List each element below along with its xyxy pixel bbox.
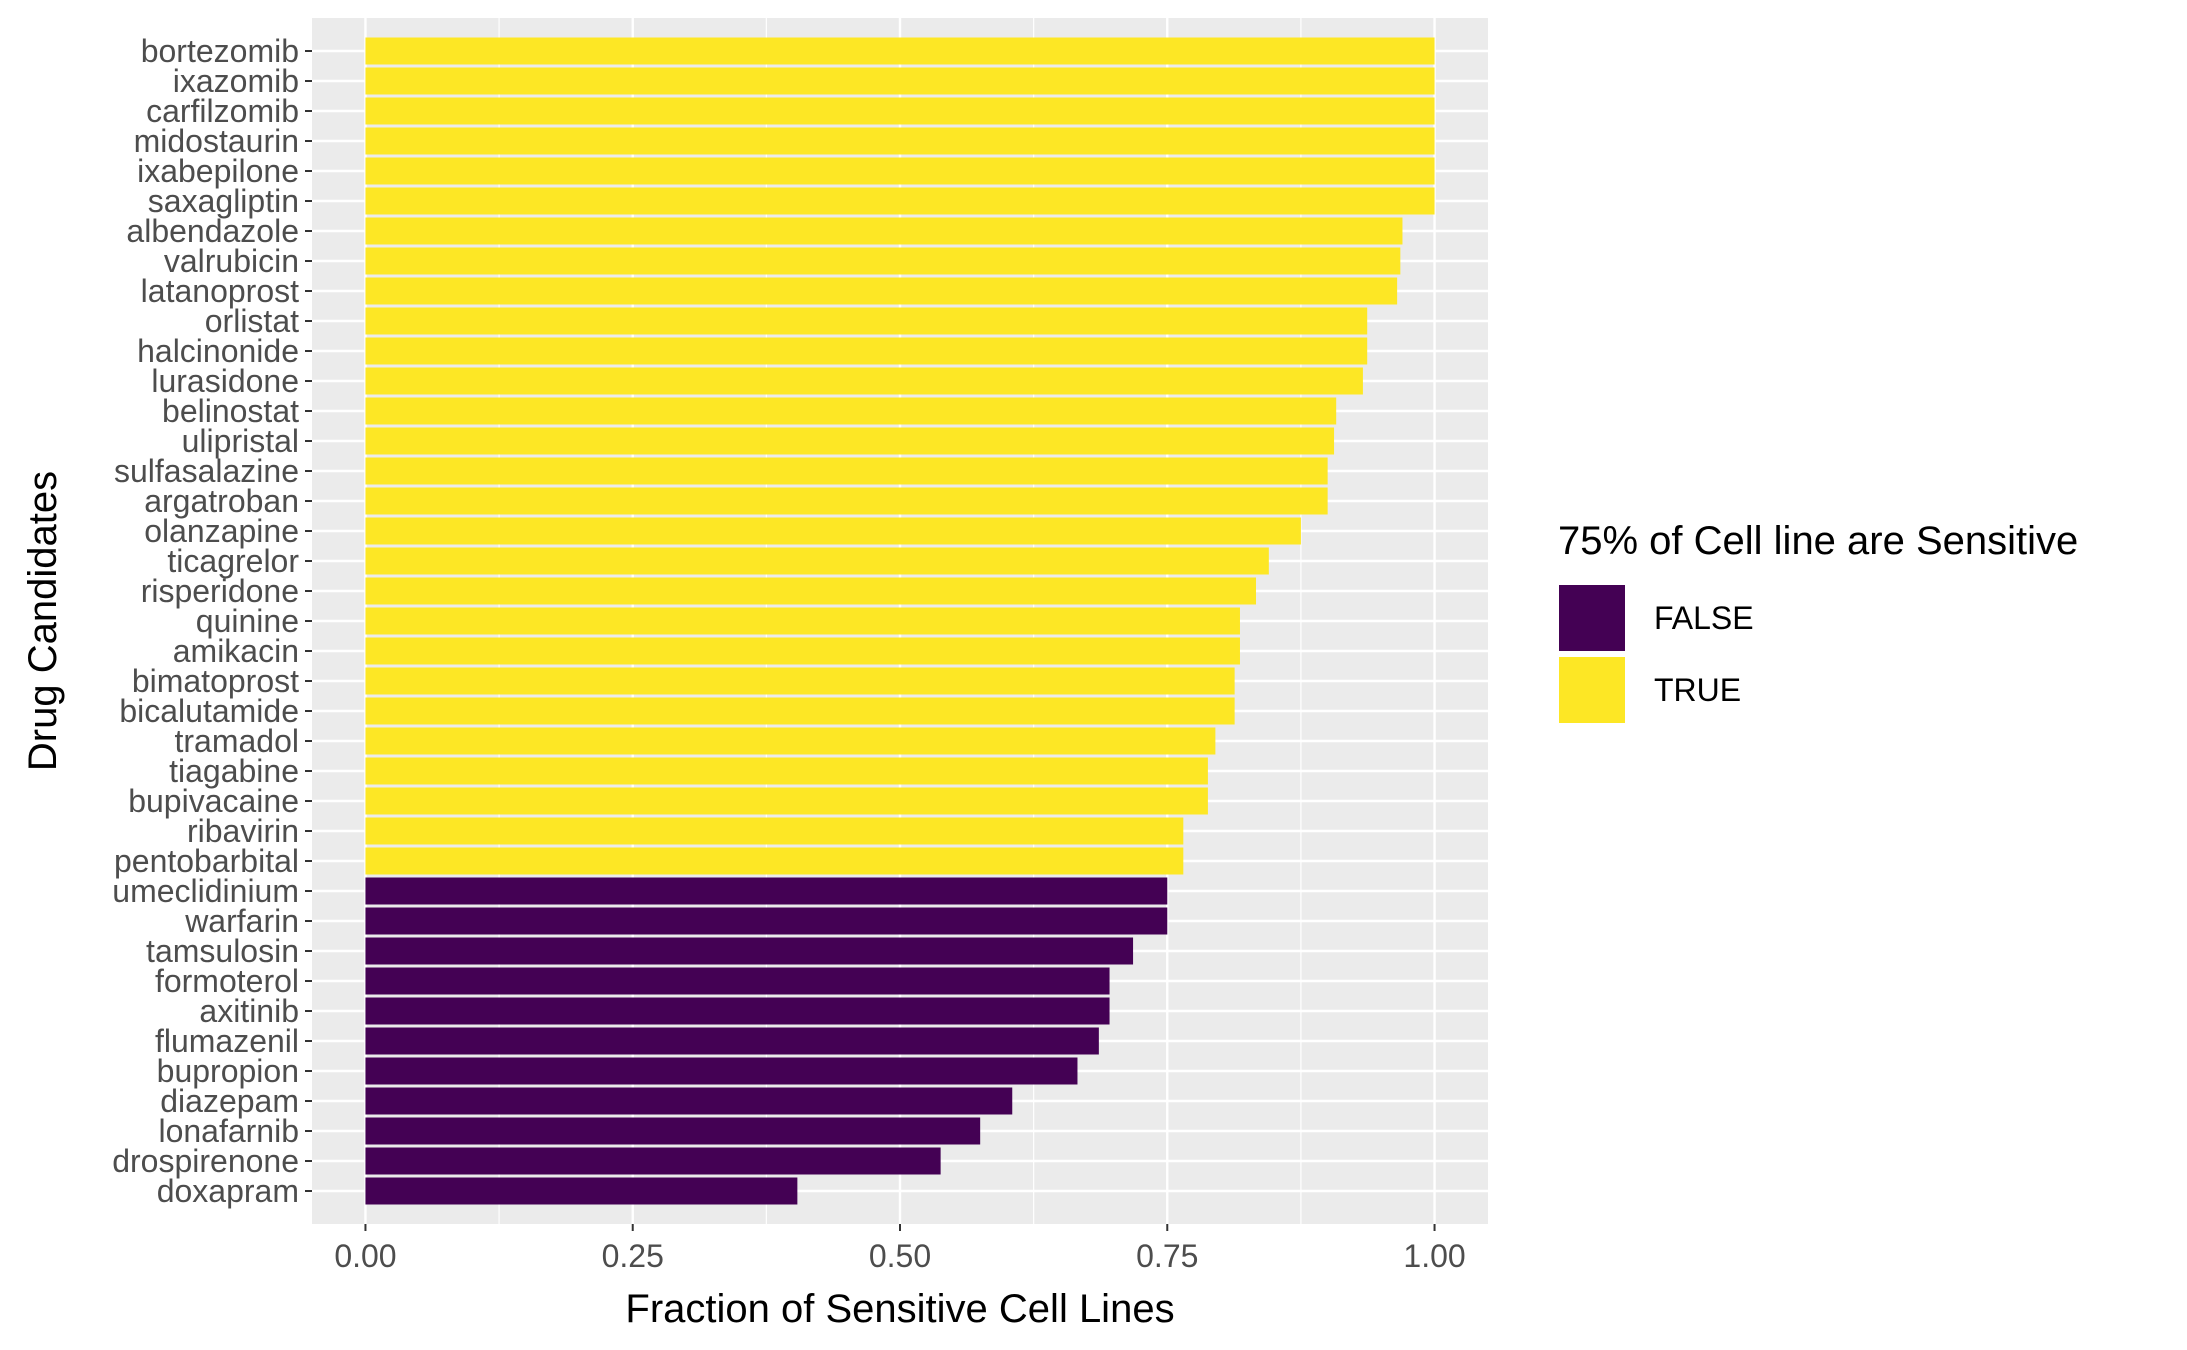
bar-tamsulosin: [365, 937, 1134, 965]
bar-diazepam: [365, 1087, 1013, 1115]
y-tick-label: ixabepilone: [137, 153, 299, 189]
bars: [365, 37, 1435, 1205]
y-tick-label: lurasidone: [151, 363, 299, 399]
y-tick-label: albendazole: [126, 213, 299, 249]
bar-sulfasalazine: [365, 457, 1328, 485]
bar-midostaurin: [365, 127, 1435, 155]
y-tick-label: halcinonide: [137, 333, 299, 369]
bar-warfarin: [365, 907, 1168, 935]
y-tick-label: saxagliptin: [148, 183, 299, 219]
bar-albendazole: [365, 217, 1403, 245]
y-tick-label: tamsulosin: [146, 933, 299, 969]
bar-ribavirin: [365, 817, 1184, 845]
bar-lurasidone: [365, 367, 1363, 395]
bar-ixabepilone: [365, 157, 1435, 185]
x-tick-label: 0.25: [602, 1238, 664, 1274]
y-tick-label: orlistat: [205, 303, 299, 339]
bar-doxapram: [365, 1177, 798, 1205]
y-tick-label: ixazomib: [173, 63, 299, 99]
bar-olanzapine: [365, 517, 1301, 545]
y-tick-label: flumazenil: [155, 1023, 299, 1059]
y-tick-label: lonafarnib: [158, 1113, 299, 1149]
bar-tiagabine: [365, 757, 1208, 785]
y-tick-label: bupropion: [157, 1053, 299, 1089]
bar-argatroban: [365, 487, 1328, 515]
x-tick-label: 0.75: [1136, 1238, 1198, 1274]
y-tick-label: warfarin: [184, 903, 299, 939]
y-tick-label: axitinib: [199, 993, 299, 1029]
bar-amikacin: [365, 637, 1240, 665]
y-tick-label: umeclidinium: [112, 873, 299, 909]
bar-umeclidinium: [365, 877, 1168, 905]
bar-ixazomib: [365, 67, 1435, 95]
bar-risperidone: [365, 577, 1257, 605]
y-tick-label: latanoprost: [141, 273, 299, 309]
bar-ulipristal: [365, 427, 1335, 455]
bar-tramadol: [365, 727, 1216, 755]
bar-axitinib: [365, 997, 1110, 1025]
legend-label-true: TRUE: [1654, 672, 1741, 708]
legend-label-false: FALSE: [1654, 600, 1754, 636]
y-tick-label: doxapram: [157, 1173, 299, 1209]
y-tick-label: quinine: [196, 603, 299, 639]
legend-title: 75% of Cell line are Sensitive: [1558, 519, 2078, 563]
y-tick-label: drospirenone: [112, 1143, 299, 1179]
y-tick-label: midostaurin: [134, 123, 299, 159]
bar-pentobarbital: [365, 847, 1184, 875]
y-tick-label: amikacin: [173, 633, 299, 669]
y-tick-label: tramadol: [175, 723, 300, 759]
bar-ticagrelor: [365, 547, 1269, 575]
bar-formoterol: [365, 967, 1110, 995]
bar-valrubicin: [365, 247, 1401, 275]
bar-orlistat: [365, 307, 1368, 335]
y-tick-label: ribavirin: [187, 813, 299, 849]
y-tick-label: ticagrelor: [167, 543, 299, 579]
bar-saxagliptin: [365, 187, 1435, 215]
legend-key-false: [1557, 583, 1627, 653]
y-tick-label: risperidone: [141, 573, 299, 609]
bar-drospirenone: [365, 1147, 941, 1175]
y-tick-label: tiagabine: [169, 753, 299, 789]
legend-key-true: [1557, 655, 1627, 725]
x-tick-label: 0.50: [869, 1238, 931, 1274]
y-tick-label: diazepam: [160, 1083, 299, 1119]
x-tick-label: 0.00: [334, 1238, 396, 1274]
y-axis: bortezomibixazomibcarfilzomibmidostaurin…: [112, 33, 312, 1209]
bar-halcinonide: [365, 337, 1368, 365]
y-tick-label: bicalutamide: [119, 693, 299, 729]
bar-bupropion: [365, 1057, 1078, 1085]
bar-carfilzomib: [365, 97, 1435, 125]
bar-lonafarnib: [365, 1117, 981, 1145]
bar-latanoprost: [365, 277, 1398, 305]
y-tick-label: bimatoprost: [132, 663, 299, 699]
bar-quinine: [365, 607, 1240, 635]
bar-bimatoprost: [365, 667, 1235, 695]
bar-bupivacaine: [365, 787, 1208, 815]
x-tick-label: 1.00: [1403, 1238, 1465, 1274]
legend: 75% of Cell line are Sensitive FALSE TRU…: [1557, 519, 2078, 725]
bar-bortezomib: [365, 37, 1435, 65]
y-tick-label: sulfasalazine: [114, 453, 299, 489]
y-tick-label: ulipristal: [182, 423, 299, 459]
y-tick-label: argatroban: [144, 483, 299, 519]
x-axis-title: Fraction of Sensitive Cell Lines: [625, 1287, 1174, 1331]
y-tick-label: bupivacaine: [128, 783, 299, 819]
bar-flumazenil: [365, 1027, 1099, 1055]
y-tick-label: belinostat: [162, 393, 299, 429]
y-tick-label: formoterol: [155, 963, 299, 999]
y-tick-label: pentobarbital: [114, 843, 299, 879]
x-axis: 0.00 0.25 0.50 0.75 1.00: [334, 1224, 1466, 1274]
y-tick-label: valrubicin: [164, 243, 299, 279]
bar-bicalutamide: [365, 697, 1235, 725]
bar-belinostat: [365, 397, 1337, 425]
y-tick-label: olanzapine: [144, 513, 299, 549]
y-tick-label: bortezomib: [141, 33, 299, 69]
y-axis-title: Drug Candidates: [21, 471, 65, 771]
y-tick-label: carfilzomib: [146, 93, 299, 129]
